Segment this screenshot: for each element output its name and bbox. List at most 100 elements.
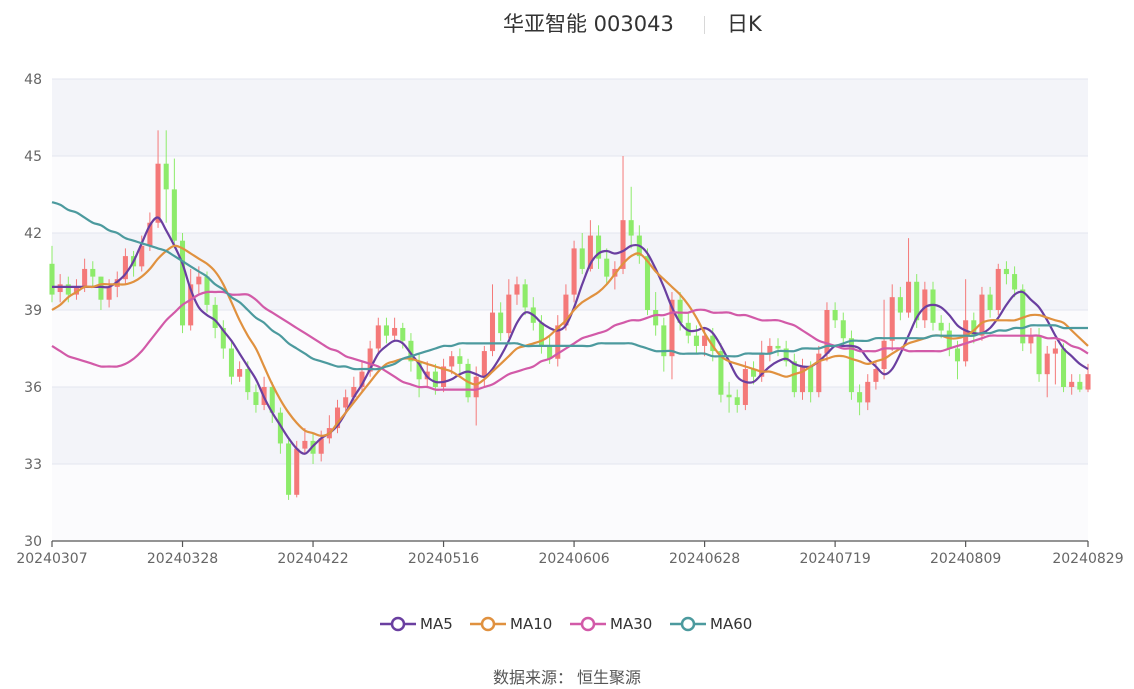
candle: [441, 358, 447, 393]
candle-body: [816, 353, 822, 393]
candle-body: [367, 348, 373, 372]
candle-body: [228, 348, 234, 377]
candle-body: [498, 312, 504, 334]
candle-body: [351, 387, 357, 398]
candle-body: [188, 284, 194, 326]
candle: [783, 340, 789, 367]
candle: [791, 353, 797, 398]
candle: [228, 340, 234, 385]
candle: [49, 245, 55, 303]
candle-body: [514, 284, 520, 295]
candle-body: [930, 289, 936, 323]
candle-body: [808, 366, 814, 393]
candle: [302, 428, 308, 454]
candle: [726, 381, 732, 413]
candle: [865, 374, 871, 411]
candle: [392, 317, 398, 341]
ma-line-ma60: [51, 201, 1088, 371]
candle: [857, 384, 863, 416]
candle: [1069, 374, 1075, 395]
candle: [596, 225, 602, 269]
candle-body: [400, 327, 406, 341]
candle: [1077, 374, 1083, 393]
candle-body: [914, 281, 920, 321]
candle-body: [204, 276, 210, 305]
x-tick-label: 20240422: [277, 551, 348, 567]
legend-item-ma10[interactable]: MA10: [470, 612, 552, 636]
candle: [685, 312, 691, 344]
candle: [987, 286, 993, 318]
legend-circle: [580, 616, 596, 632]
candle-body: [840, 320, 846, 339]
candle-body: [767, 345, 773, 354]
legend-item-ma30[interactable]: MA30: [570, 612, 652, 636]
legend-circle-icon: [570, 616, 606, 632]
legend-item-ma60[interactable]: MA60: [670, 612, 752, 636]
candle-body: [408, 340, 414, 362]
candle-body: [375, 325, 381, 349]
candle-body: [416, 361, 422, 380]
candle-body: [538, 322, 544, 346]
candle-body: [1052, 348, 1058, 354]
legend-item-ma5[interactable]: MA5: [380, 612, 453, 636]
candle: [163, 130, 169, 223]
candle-body: [555, 325, 561, 359]
candle-body: [302, 440, 308, 449]
candle-body: [971, 320, 977, 336]
candle: [286, 438, 292, 500]
candle: [661, 317, 667, 372]
candle: [147, 212, 153, 251]
legend-circle: [390, 616, 406, 632]
candle-body: [889, 297, 895, 341]
y-tick-label: 48: [24, 72, 42, 88]
candle-body: [359, 371, 365, 387]
candle-body: [726, 394, 732, 398]
candle: [734, 389, 740, 413]
candle-body: [179, 240, 186, 326]
candle: [253, 384, 259, 413]
candle: [212, 297, 218, 339]
candle: [604, 248, 610, 285]
period-label: 日K: [727, 12, 762, 36]
candle-body: [1077, 381, 1083, 390]
candle-body: [392, 327, 398, 336]
candle-body: [155, 163, 161, 223]
chart-header: 华亚智能 003043 日K: [0, 6, 1134, 40]
candle: [571, 240, 577, 303]
candle-body: [799, 366, 806, 393]
candle: [930, 281, 936, 331]
candle: [1060, 343, 1067, 393]
data-source: 数据来源： 恒生聚源: [0, 664, 1134, 688]
candle-body: [791, 361, 797, 393]
source-name: 恒生聚源: [577, 668, 642, 687]
candle-body: [441, 366, 447, 387]
candle-body: [65, 284, 71, 295]
candle: [775, 338, 781, 357]
candle-body: [922, 289, 928, 321]
candle-body: [710, 335, 716, 352]
candle: [897, 286, 903, 321]
candle-body: [286, 443, 292, 495]
candle: [644, 248, 651, 316]
candle: [906, 238, 912, 318]
candle-body: [245, 369, 251, 393]
candle: [220, 320, 226, 359]
candle-body: [987, 294, 993, 310]
candle-body: [49, 263, 55, 295]
candle-body: [661, 325, 667, 357]
candle-body: [677, 299, 683, 323]
candle-body: [1044, 353, 1050, 375]
candle-body: [212, 304, 218, 328]
candle: [237, 361, 243, 382]
chart-title: 华亚智能 003043: [503, 12, 674, 36]
plot-band: [52, 387, 1088, 464]
legend-circle: [680, 616, 696, 632]
candle-body: [946, 330, 952, 349]
candle-body: [604, 258, 610, 277]
candle: [98, 276, 104, 310]
candle-body: [82, 268, 88, 287]
candle: [514, 276, 520, 305]
candle-body: [163, 163, 169, 190]
candle-body: [343, 397, 349, 408]
candle-body: [759, 353, 765, 377]
